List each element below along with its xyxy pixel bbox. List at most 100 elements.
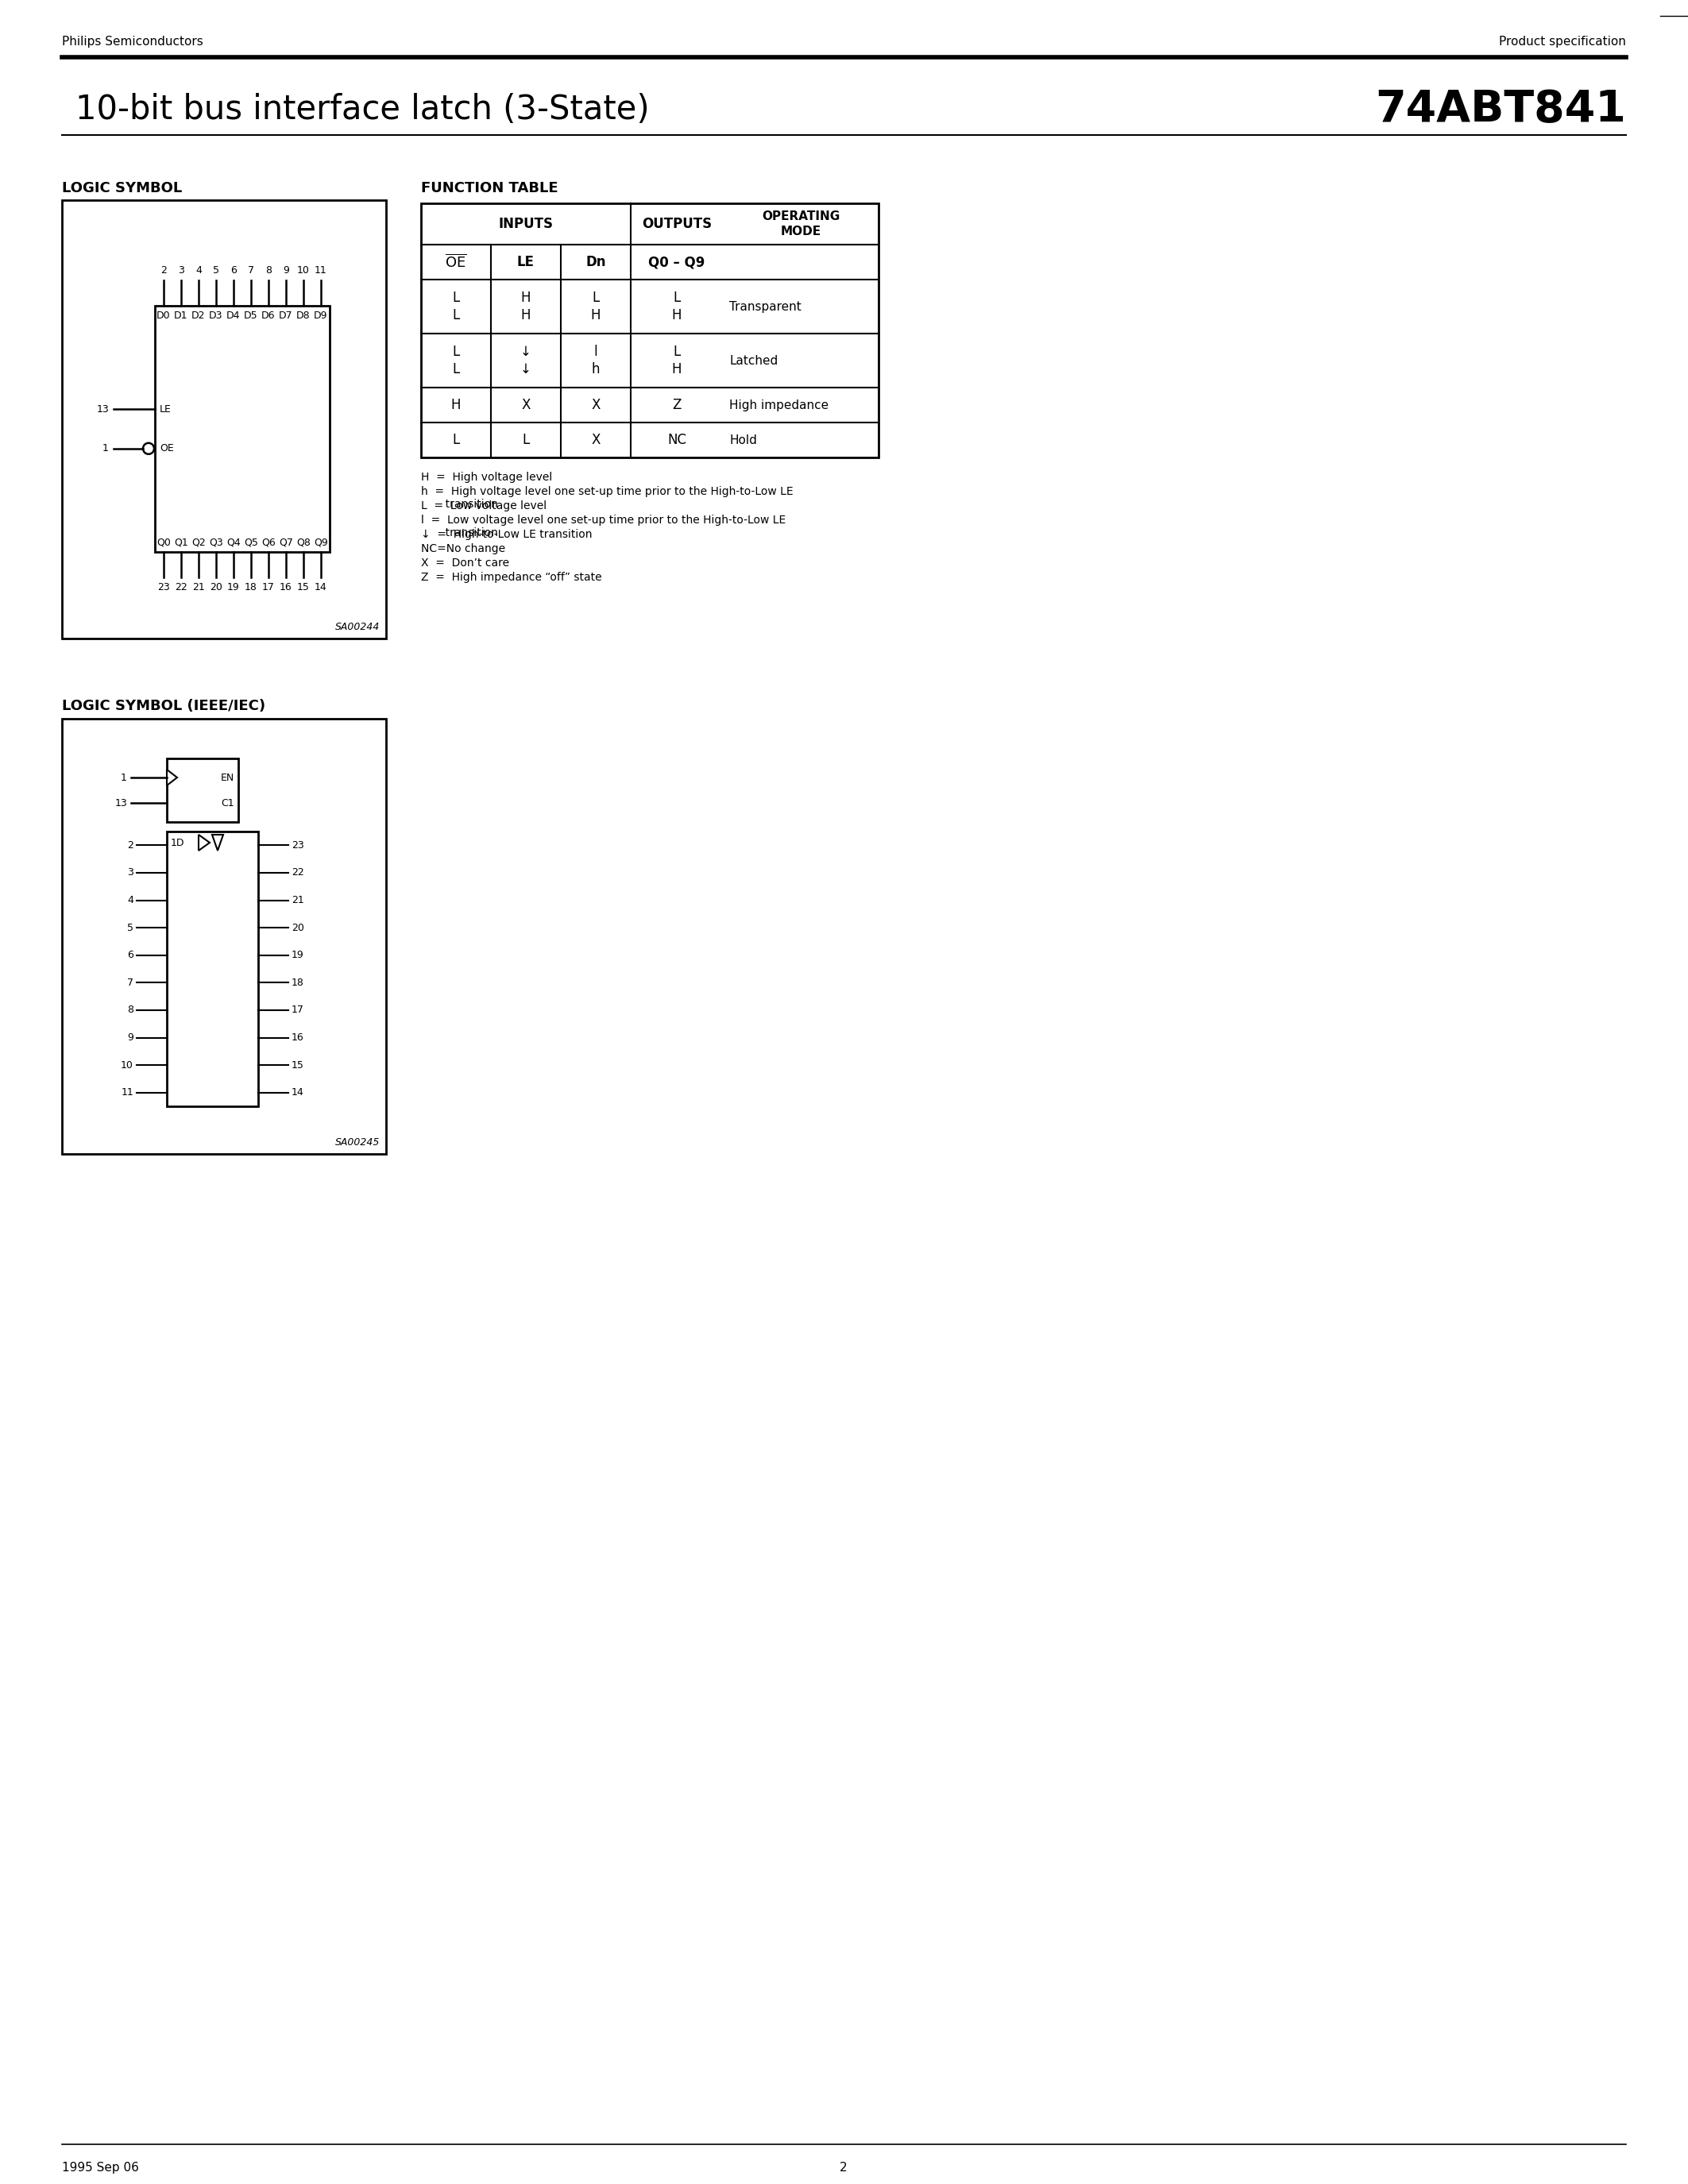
Text: LE: LE (517, 256, 535, 269)
Text: l: l (594, 345, 598, 358)
Text: C1: C1 (221, 797, 235, 808)
Text: Q5: Q5 (245, 537, 258, 548)
Text: Q2: Q2 (191, 537, 206, 548)
Text: L: L (452, 345, 459, 358)
Text: 22: 22 (176, 583, 187, 592)
Text: 3: 3 (127, 867, 133, 878)
Text: ↓: ↓ (520, 345, 532, 358)
Text: L: L (452, 290, 459, 306)
Text: 21: 21 (192, 583, 204, 592)
Polygon shape (167, 769, 177, 786)
Text: 16: 16 (292, 1033, 304, 1042)
Text: NC: NC (667, 432, 687, 448)
Text: 7: 7 (248, 264, 255, 275)
Text: D8: D8 (297, 310, 311, 321)
Text: Q0: Q0 (157, 537, 170, 548)
Text: L  =  Low voltage level: L = Low voltage level (420, 500, 547, 511)
Text: 8: 8 (265, 264, 272, 275)
Text: 20: 20 (292, 922, 304, 933)
Text: H  =  High voltage level: H = High voltage level (420, 472, 552, 483)
Text: Q7: Q7 (279, 537, 294, 548)
Bar (167, 832, 258, 1107)
Text: D0: D0 (157, 310, 170, 321)
Text: D9: D9 (314, 310, 327, 321)
Text: H: H (522, 308, 530, 323)
Text: 7: 7 (127, 978, 133, 987)
Text: Q6: Q6 (262, 537, 275, 548)
Text: 15: 15 (292, 1059, 304, 1070)
Text: D5: D5 (245, 310, 258, 321)
Text: 1D: 1D (170, 836, 184, 847)
Text: 1: 1 (103, 443, 108, 454)
Text: 17: 17 (262, 583, 275, 592)
Bar (62, 719, 387, 1153)
Text: Q3: Q3 (209, 537, 223, 548)
Text: 21: 21 (292, 895, 304, 906)
Text: $\overline{\mathrm{OE}}$: $\overline{\mathrm{OE}}$ (446, 253, 468, 271)
Text: Philips Semiconductors: Philips Semiconductors (62, 35, 203, 48)
Text: SA00244: SA00244 (334, 622, 380, 631)
Text: 23: 23 (292, 841, 304, 850)
Text: X: X (591, 397, 601, 413)
Text: D6: D6 (262, 310, 275, 321)
Text: Q4: Q4 (226, 537, 241, 548)
Text: Q8: Q8 (297, 537, 311, 548)
Text: 15: 15 (297, 583, 311, 592)
Polygon shape (199, 834, 209, 850)
Text: 19: 19 (292, 950, 304, 961)
Text: 16: 16 (280, 583, 292, 592)
Text: Hold: Hold (729, 435, 756, 446)
Text: 23: 23 (157, 583, 170, 592)
Text: Transparent: Transparent (729, 301, 802, 312)
Text: D4: D4 (226, 310, 240, 321)
Text: Q0 – Q9: Q0 – Q9 (648, 256, 706, 269)
Text: 10: 10 (297, 264, 311, 275)
Text: LE: LE (160, 404, 172, 415)
Text: 5: 5 (213, 264, 219, 275)
Text: H: H (522, 290, 530, 306)
Text: LOGIC SYMBOL: LOGIC SYMBOL (62, 181, 182, 194)
Bar (155, 306, 329, 553)
Text: 1995 Sep 06: 1995 Sep 06 (62, 2162, 138, 2173)
Text: 3: 3 (177, 264, 184, 275)
Text: X: X (522, 397, 530, 413)
Text: Z: Z (672, 397, 682, 413)
Text: D2: D2 (192, 310, 206, 321)
Text: Dn: Dn (586, 256, 606, 269)
Text: h  =  High voltage level one set-up time prior to the High-to-Low LE
       tran: h = High voltage level one set-up time p… (420, 487, 793, 511)
Polygon shape (213, 834, 223, 850)
Text: 13: 13 (96, 404, 108, 415)
Text: 9: 9 (127, 1033, 133, 1042)
Text: ↓: ↓ (520, 363, 532, 376)
Text: SA00245: SA00245 (334, 1138, 380, 1147)
Bar (420, 203, 878, 456)
Text: 9: 9 (284, 264, 289, 275)
Text: 4: 4 (196, 264, 203, 275)
Text: 18: 18 (292, 978, 304, 987)
Text: X: X (591, 432, 601, 448)
Text: 11: 11 (122, 1088, 133, 1099)
Text: OE: OE (160, 443, 174, 454)
Text: High impedance: High impedance (729, 400, 829, 411)
Text: 6: 6 (230, 264, 236, 275)
Text: L: L (452, 363, 459, 376)
Text: D7: D7 (279, 310, 294, 321)
Text: Product specification: Product specification (1499, 35, 1626, 48)
Text: D1: D1 (174, 310, 187, 321)
Text: 14: 14 (292, 1088, 304, 1099)
Text: INPUTS: INPUTS (498, 216, 554, 232)
Text: 2: 2 (160, 264, 167, 275)
Text: ↓  =  High-to-Low LE transition: ↓ = High-to-Low LE transition (420, 529, 592, 539)
Text: 11: 11 (314, 264, 327, 275)
Text: EN: EN (221, 773, 235, 782)
Text: OUTPUTS: OUTPUTS (641, 216, 712, 232)
Text: H: H (591, 308, 601, 323)
Text: 5: 5 (127, 922, 133, 933)
Text: L: L (674, 290, 680, 306)
Text: 18: 18 (245, 583, 257, 592)
Text: L: L (452, 432, 459, 448)
Text: 74ABT841: 74ABT841 (1376, 87, 1626, 131)
Text: Latched: Latched (729, 354, 778, 367)
Text: Z  =  High impedance “off” state: Z = High impedance “off” state (420, 572, 603, 583)
Circle shape (143, 443, 154, 454)
